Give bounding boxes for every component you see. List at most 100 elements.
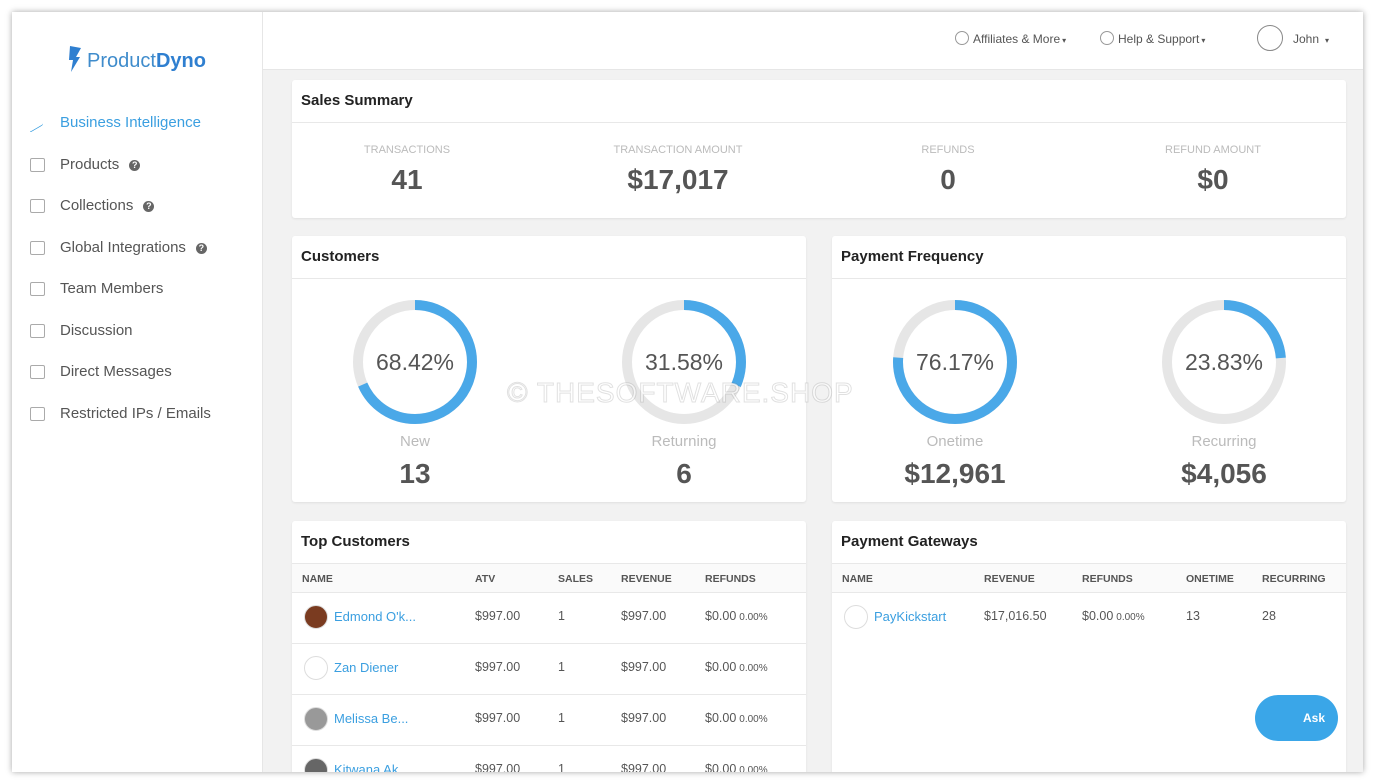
refund-percent: 0.00% xyxy=(739,714,768,725)
donut-arc xyxy=(893,300,1017,424)
card-title: Payment Frequency xyxy=(832,236,1346,279)
donut-label: Returning xyxy=(651,433,717,450)
brand-b: Dyno xyxy=(155,50,206,72)
nav-icon xyxy=(30,157,45,172)
donut-label: Onetime xyxy=(926,433,984,450)
top-customers: Top Customers NAME ATV SALES REVENUE REFUNDS E… xyxy=(292,521,806,772)
table-header-row xyxy=(832,564,1346,593)
nav-label: Direct Messages xyxy=(60,363,172,380)
menu-icon xyxy=(1100,31,1114,45)
user-menu[interactable]: John ▾ xyxy=(1257,25,1330,51)
donut-value: $12,961 xyxy=(904,458,1006,489)
table-cell: 1 xyxy=(558,609,565,623)
nav-label: Business Intelligence xyxy=(60,114,201,131)
name-link[interactable]: Melissa Be... xyxy=(334,711,409,726)
customers: Customers 68.42% New 13 31.58% Returning 6 xyxy=(292,236,806,502)
donut xyxy=(1162,300,1286,424)
table-cell: $997.00 xyxy=(621,609,667,623)
column-header: NAME xyxy=(842,573,873,585)
nav-item[interactable]: Global Integrations? xyxy=(30,237,250,261)
table-cell: $997.00 xyxy=(475,609,521,623)
table-cell: $0.00 0.00% xyxy=(705,609,768,623)
nav-item[interactable]: Restricted IPs / Emails xyxy=(30,403,250,427)
user-name: John xyxy=(1293,32,1320,46)
card-title: Top Customers xyxy=(292,521,806,564)
app-window: ProductDyno Business Intelligence Products… xyxy=(12,12,1363,772)
nav-label: Global Integrations xyxy=(60,238,186,256)
donut-percent: 76.17% xyxy=(915,349,994,375)
avatar xyxy=(304,656,328,680)
nav-label: Restricted IPs / Emails xyxy=(60,404,211,422)
refund-percent: 0.00% xyxy=(739,663,768,674)
name-link[interactable]: Zan Diener xyxy=(334,660,399,675)
menu-icon xyxy=(955,31,969,45)
nav-item[interactable]: Business Intelligence xyxy=(30,112,250,136)
nav-item[interactable]: Collections? xyxy=(30,195,250,219)
sidebar: ProductDyno Business Intelligence Products… xyxy=(12,12,263,772)
caret: ▾ xyxy=(1325,36,1330,45)
avatar xyxy=(304,605,328,629)
column-header: NAME xyxy=(302,573,333,585)
donut-value: 13 xyxy=(399,458,431,489)
caret: ▾ xyxy=(1201,36,1206,45)
table-cell: $0.00 0.00% xyxy=(705,660,768,674)
nav-label: Discussion xyxy=(60,321,133,339)
donut-percent: 23.83% xyxy=(1184,349,1263,375)
name-link[interactable]: PayKickstart xyxy=(874,609,947,624)
nav-item[interactable]: Products? xyxy=(30,154,250,178)
name-link[interactable]: Kitwana Ak... xyxy=(334,762,410,772)
donut-arc xyxy=(1162,300,1286,424)
ask-button[interactable]: Ask xyxy=(1255,695,1338,741)
stat-value: $0 xyxy=(1197,164,1229,195)
topbar: Affiliates & More ▾ Help & Support ▾ John ▾ xyxy=(263,12,1363,70)
row-divider xyxy=(292,643,806,644)
donut-arc xyxy=(353,300,477,424)
row-divider xyxy=(292,745,806,746)
stat-label: TRANSACTIONS xyxy=(363,144,451,156)
brand-a: Product xyxy=(87,50,156,72)
sales-summary: Sales Summary TRANSACTIONS 41 TRANSACTION A… xyxy=(292,80,1346,218)
name-link[interactable]: Edmond O'k... xyxy=(334,609,416,624)
table-cell: 13 xyxy=(1186,609,1200,623)
card-title: Sales Summary xyxy=(292,80,1346,123)
donut-label: Recurring xyxy=(1191,433,1257,450)
stat-value: 0 xyxy=(940,164,956,195)
table-cell: $0.00 0.00% xyxy=(705,762,768,772)
table-cell: $17,016.50 xyxy=(984,609,1047,623)
row-divider xyxy=(292,694,806,695)
table-cell: $997.00 xyxy=(475,762,521,772)
payment-frequency: Payment Frequency 76.17% Onetime $12,961 23.… xyxy=(832,236,1346,502)
nav-item[interactable]: Team Members xyxy=(30,278,250,302)
menu-label: Help & Support xyxy=(1118,32,1200,46)
nav-icon xyxy=(30,406,45,421)
top-menu[interactable]: Affiliates & More ▾ xyxy=(955,31,1067,46)
table-cell: $997.00 xyxy=(621,711,667,725)
top-menu[interactable]: Help & Support ▾ xyxy=(1100,31,1206,46)
table-cell: 1 xyxy=(558,711,565,725)
watermark: © THESOFTWARE.SHOP xyxy=(507,377,854,409)
help-icon: ? xyxy=(195,242,207,254)
table-cell: 28 xyxy=(1262,609,1276,623)
nav-icon xyxy=(30,365,45,379)
avatar xyxy=(304,707,328,731)
table-cell: $997.00 xyxy=(621,762,667,772)
nav-label: Collections xyxy=(60,197,134,214)
caret: ▾ xyxy=(1062,36,1067,45)
column-header: REFUNDS xyxy=(705,573,756,585)
nav-item[interactable]: Direct Messages xyxy=(30,361,250,385)
column-header: RECURRING xyxy=(1262,573,1326,585)
nav-item[interactable]: Discussion xyxy=(30,320,250,344)
table-cell: $0.00 0.00% xyxy=(1082,609,1145,623)
stat-label: TRANSACTION AMOUNT xyxy=(613,144,743,156)
column-header: REVENUE xyxy=(621,573,672,585)
menu-label: Affiliates & More xyxy=(973,32,1061,46)
user-avatar xyxy=(1257,25,1283,51)
nav-icon xyxy=(30,199,45,213)
donut xyxy=(622,300,746,424)
table-cell: $997.00 xyxy=(621,660,667,674)
donut-percent: 68.42% xyxy=(375,349,454,375)
stat-value: $17,017 xyxy=(627,164,729,195)
avatar xyxy=(844,605,868,629)
donut xyxy=(353,300,477,424)
